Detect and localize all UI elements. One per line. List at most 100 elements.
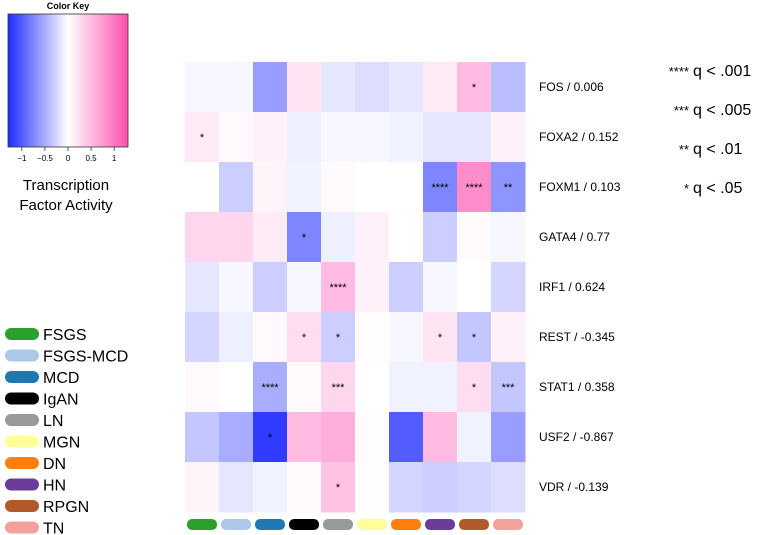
heatmap-cell [491,462,526,513]
heatmap-cell [321,212,356,263]
heatmap-cell [321,162,356,213]
heatmap-cell [219,362,254,413]
heatmap-cell [253,162,288,213]
disease-legend-label: MGN [43,435,80,452]
heatmap-cell [491,412,526,463]
significance-star: * [302,232,307,244]
heatmap-cell [491,362,526,413]
heatmap-cell [423,112,458,163]
significance-star: **** [465,182,483,194]
significance-star: * [302,332,307,344]
disease-legend-swatch [5,500,39,512]
column-color-bar [391,519,421,530]
heatmap-cell [185,362,220,413]
heatmap-cell [355,462,390,513]
color-key-ticks: −1 −0.5 0 0.5 1 [17,147,117,163]
disease-legend-swatch [5,392,39,405]
heatmap-cell [389,62,424,113]
heatmap-cell [185,312,220,363]
color-key: Color Key −1 −0.5 0 0.5 1 Transcription Fact… [7,1,129,214]
disease-legend-label: FSGS [43,327,87,344]
row-label: GATA4 / 0.77 [539,230,610,244]
significance-star: * [438,332,443,344]
heatmap-cell [287,462,322,513]
heatmap-cell [457,412,492,463]
heatmap-cell [355,112,390,163]
heatmap-cell [287,312,322,363]
heatmap-cell [185,412,220,463]
heatmap-cell [253,362,288,413]
significance-legend: **** q < .001 *** q < .005 ** q < .01 * q < .05 [669,63,752,197]
significance-star: * [472,332,477,344]
column-color-bar [289,519,319,530]
heatmap-cell [219,62,254,113]
column-color-bar [459,519,489,530]
heatmap-cell [287,162,322,213]
heatmap-cell [253,262,288,313]
heatmap-cell [287,112,322,163]
disease-legend-label: IgAN [43,392,79,409]
color-key-caption-line1: Transcription [23,177,109,194]
heatmap-cell [185,62,220,113]
heatmap-cell [389,262,424,313]
row-label: STAT1 / 0.358 [539,380,615,394]
disease-legend-label: TN [43,521,64,535]
disease-legend-label: FSGS-MCD [43,349,128,366]
disease-legend-label: RPGN [43,499,89,516]
heatmap-cell [321,112,356,163]
heatmap-cell [219,212,254,263]
column-color-bar [493,519,523,530]
heatmap-cell [423,462,458,513]
heatmap-cell [389,312,424,363]
heatmap-cell [287,262,322,313]
heatmap-cell [355,212,390,263]
heatmap-cell [491,162,526,213]
row-label: IRF1 / 0.624 [539,280,605,294]
heatmap-cell [185,262,220,313]
column-color-bars [187,519,523,530]
heatmap-cell [321,462,356,513]
heatmap-cell [389,212,424,263]
heatmap-cell [389,162,424,213]
disease-legend-swatch [5,457,39,469]
significance-legend-label: q < .005 [693,102,751,119]
heatmap-cell [423,62,458,113]
heatmap-cell [321,412,356,463]
heatmap-cell [423,212,458,263]
heatmap-cell [457,362,492,413]
heatmap-cell [423,162,458,213]
row-label: FOS / 0.006 [539,80,604,94]
disease-legend-swatch [5,371,39,383]
row-labels: FOS / 0.006 FOXA2 / 0.152 FOXM1 / 0.103 GAT… [539,80,621,494]
heatmap-cell [389,412,424,463]
heatmap-cell [287,62,322,113]
heatmap-cell [457,312,492,363]
heatmap-cell [321,312,356,363]
heatmap-cell [355,62,390,113]
heatmap-cell [185,162,220,213]
heatmap-cell [423,312,458,363]
heatmap-cell [491,212,526,263]
significance-legend-stars: **** [669,64,689,79]
significance-legend-stars: ** [679,142,689,157]
column-color-bar [323,519,353,530]
column-color-bar [425,519,455,530]
disease-legend-swatch [5,414,39,426]
significance-legend-stars: * [684,181,689,196]
significance-legend-label: q < .001 [693,63,751,80]
disease-legend-swatch [5,521,39,534]
heatmap-cell [253,412,288,463]
heatmap-cell [253,112,288,163]
heatmap-cell [389,362,424,413]
column-color-bar [221,519,251,530]
color-key-caption-line2: Factor Activity [19,197,113,214]
significance-legend-stars: *** [674,103,689,118]
heatmap-cell [287,412,322,463]
heatmap-cell [457,162,492,213]
heatmap-cell [287,212,322,263]
significance-star: * [336,332,341,344]
row-label: VDR / -0.139 [539,480,609,494]
significance-star: * [472,82,477,94]
heatmap-cell [253,312,288,363]
heatmap-cell [491,312,526,363]
